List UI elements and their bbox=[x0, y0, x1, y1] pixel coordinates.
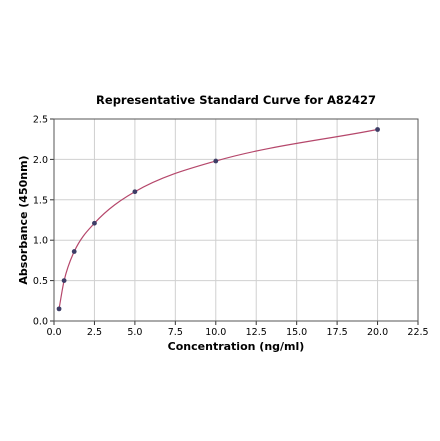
x-tick-label: 15.0 bbox=[286, 327, 307, 338]
x-tick-label: 2.5 bbox=[87, 327, 102, 338]
y-axis-label: Absorbance (450nm) bbox=[17, 155, 30, 284]
x-tick-label: 17.5 bbox=[327, 327, 348, 338]
data-points bbox=[56, 127, 380, 312]
x-tick-label: 10.0 bbox=[205, 327, 226, 338]
data-point bbox=[92, 220, 97, 226]
data-point bbox=[56, 306, 62, 312]
y-tick-label: 1.5 bbox=[33, 195, 48, 206]
x-tick-label: 0.0 bbox=[46, 327, 61, 338]
grid bbox=[53, 118, 419, 322]
y-tick-label: 2.0 bbox=[33, 155, 48, 166]
y-tick-label: 0.0 bbox=[33, 317, 48, 328]
x-axis-label: Concentration (ng/ml) bbox=[168, 340, 305, 353]
data-point bbox=[375, 127, 380, 132]
data-point bbox=[71, 249, 77, 254]
data-point bbox=[61, 278, 67, 283]
y-tick-label: 0.5 bbox=[33, 276, 48, 287]
axis-ticks: 0.0 2.5 5.0 7.5 10.0 12.5 15.0 17.5 20.0 22.5 0.0 0… bbox=[33, 115, 429, 339]
chart-title: Representative Standard Curve for A82427 bbox=[96, 93, 376, 107]
x-tick-label: 7.5 bbox=[168, 327, 183, 338]
x-tick-label: 12.5 bbox=[246, 327, 267, 338]
y-tick-label: 1.0 bbox=[33, 236, 48, 247]
fit-curve bbox=[58, 128, 378, 309]
data-point bbox=[213, 158, 219, 164]
x-tick-label: 20.0 bbox=[367, 327, 388, 338]
x-tick-label: 22.5 bbox=[407, 327, 428, 338]
data-point bbox=[132, 189, 138, 195]
x-tick-label: 5.0 bbox=[127, 327, 142, 338]
plot-frame bbox=[53, 118, 419, 322]
y-tick-label: 2.5 bbox=[33, 115, 48, 126]
